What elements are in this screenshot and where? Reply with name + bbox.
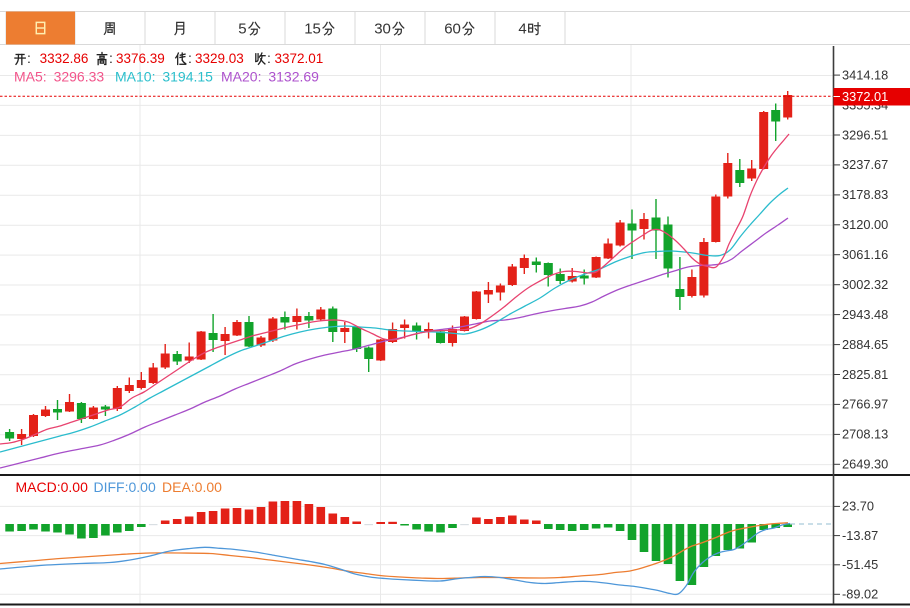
svg-text:23.70: 23.70 — [842, 499, 874, 514]
svg-text:-13.87: -13.87 — [842, 528, 878, 543]
svg-text:3120.00: 3120.00 — [842, 217, 888, 232]
svg-text:DEA:0.00: DEA:0.00 — [162, 479, 222, 495]
svg-text:3178.83: 3178.83 — [842, 187, 888, 202]
svg-text:MA5: 3296.33: MA5: 3296.33 — [14, 69, 104, 85]
svg-text:3296.51: 3296.51 — [842, 127, 888, 142]
svg-text:2708.13: 2708.13 — [842, 427, 888, 442]
svg-text:15: 15 — [304, 21, 321, 38]
svg-text:-89.02: -89.02 — [842, 587, 878, 602]
svg-text:2884.65: 2884.65 — [842, 337, 888, 352]
svg-text:5: 5 — [238, 21, 246, 38]
svg-text:MACD:0.00: MACD:0.00 — [16, 479, 89, 495]
svg-text:4: 4 — [518, 21, 526, 38]
svg-text:3414.18: 3414.18 — [842, 67, 888, 82]
svg-text::: : — [188, 50, 192, 66]
svg-text:3372.01: 3372.01 — [842, 89, 888, 104]
svg-text:MA10: 3194.15: MA10: 3194.15 — [115, 69, 213, 85]
svg-text:2766.97: 2766.97 — [842, 397, 888, 412]
svg-text:-51.45: -51.45 — [842, 557, 878, 572]
svg-text::: : — [109, 50, 113, 66]
svg-text:2943.48: 2943.48 — [842, 307, 888, 322]
svg-text:DIFF:0.00: DIFF:0.00 — [94, 479, 156, 495]
svg-text::: : — [267, 50, 271, 66]
svg-text:2649.30: 2649.30 — [842, 457, 888, 472]
svg-text:3376.39: 3376.39 — [116, 51, 165, 66]
svg-text:3372.01: 3372.01 — [275, 51, 324, 66]
svg-text:3237.67: 3237.67 — [842, 157, 888, 172]
svg-text:60: 60 — [444, 21, 461, 38]
svg-text:30: 30 — [374, 21, 391, 38]
svg-text:2825.81: 2825.81 — [842, 367, 888, 382]
svg-text:3332.86: 3332.86 — [40, 51, 89, 66]
svg-text:MA20: 3132.69: MA20: 3132.69 — [221, 69, 319, 85]
svg-text::: : — [27, 50, 31, 66]
svg-text:3002.32: 3002.32 — [842, 277, 888, 292]
svg-text:3061.16: 3061.16 — [842, 247, 888, 262]
svg-text:3329.03: 3329.03 — [195, 51, 244, 66]
